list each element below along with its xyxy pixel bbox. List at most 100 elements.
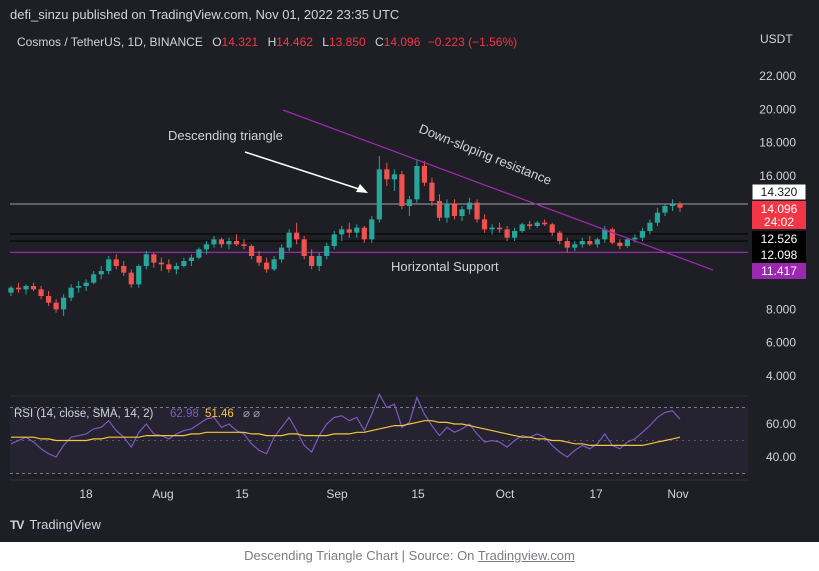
tradingview-logo[interactable]: TV TradingView: [10, 517, 101, 532]
rsi-legend-label: RSI (14, close, SMA, 14, 2): [14, 408, 154, 420]
time-tick-label: 15: [411, 487, 425, 501]
candle-body: [61, 297, 67, 310]
candle-body: [496, 227, 503, 230]
candle-body: [557, 232, 563, 241]
candle-body: [421, 166, 428, 183]
candle-body: [354, 227, 360, 233]
down-sloping-resistance-line: [282, 109, 714, 271]
time-tick-label: Aug: [152, 487, 173, 501]
candle-body: [151, 254, 157, 263]
candle-body: [196, 249, 202, 258]
candle-body: [248, 246, 255, 256]
time-tick-label: 18: [79, 487, 93, 501]
candle-body: [173, 266, 179, 270]
low-label: L: [322, 35, 329, 49]
candle-body: [527, 224, 533, 226]
candle-body: [316, 256, 322, 266]
candle-body: [188, 257, 195, 261]
rsi-na-icons: ⌀ ⌀: [243, 408, 260, 420]
candle-body: [384, 169, 390, 180]
rsi-tick-label: 60.00: [766, 417, 796, 431]
candle-body: [399, 174, 405, 206]
candle-body: [481, 219, 488, 230]
time-tick-label: Sep: [326, 487, 348, 501]
price-tick-label: 4.000: [766, 369, 796, 383]
symbol-legend[interactable]: Cosmos / TetherUS, 1D, BINANCE O14.321 H…: [17, 35, 517, 49]
annotation-arrow-line: [244, 151, 363, 191]
candle-body: [181, 261, 187, 266]
candle-body: [263, 262, 270, 270]
candle-body: [572, 244, 578, 248]
candle-body: [324, 246, 330, 256]
candle-body: [406, 199, 412, 206]
candle-body: [38, 289, 44, 296]
price-tick-label: 6.000: [766, 336, 796, 350]
candle-body: [414, 166, 420, 200]
price-badge-12526: [752, 231, 806, 247]
candle-body: [444, 204, 450, 218]
candle-body: [301, 239, 307, 256]
candle-body: [579, 241, 585, 245]
candle-body: [45, 296, 52, 303]
close-label: C: [375, 35, 384, 49]
rsi-line: [10, 392, 681, 458]
candle-body: [8, 287, 14, 293]
currency-label: USDT: [760, 32, 793, 46]
resistance-label: Down-sloping resistance: [417, 121, 554, 188]
candle-body: [617, 242, 623, 246]
time-tick-label: Nov: [667, 487, 688, 501]
candle-body: [519, 224, 525, 231]
candle-body: [166, 264, 172, 270]
candle-body: [15, 287, 22, 290]
candle-body: [466, 202, 473, 210]
tradingview-logo-icon: TV: [10, 517, 24, 532]
candle-body: [376, 169, 382, 220]
candle-body: [128, 272, 134, 285]
candle-body: [30, 286, 37, 290]
candle-body: [331, 234, 337, 246]
price-badge-14320-text: 14.320: [761, 185, 798, 199]
candle-body: [211, 239, 217, 245]
price-badge-support: [752, 263, 806, 279]
candle-body: [512, 231, 518, 238]
price-tick-label: 22.000: [759, 69, 796, 83]
candle-body: [106, 259, 112, 271]
candle-body: [53, 302, 59, 310]
candle-body: [436, 201, 443, 218]
price-chart[interactable]: 4.000 6.000 8.000 16.000 18.000 20.000 22.000 1…: [0, 0, 819, 542]
candle-body: [602, 229, 608, 240]
candle-body: [339, 229, 345, 235]
candle-body: [609, 229, 615, 243]
candle-body: [369, 219, 375, 240]
open-value: 14.321: [221, 35, 259, 49]
publisher-line: defi_sinzu published on TradingView.com,…: [10, 7, 400, 22]
caption-link[interactable]: Tradingview.com: [477, 548, 575, 563]
rsi-value: 62.98: [170, 408, 199, 420]
candle-body: [113, 259, 119, 266]
time-tick-label: 15: [235, 487, 249, 501]
rsi-band-fill: [10, 407, 748, 474]
price-badge-current-text: 24:02: [764, 215, 794, 229]
candle-body: [504, 229, 510, 238]
candle-body: [158, 262, 164, 265]
candle-body: [534, 222, 540, 226]
candle-body: [549, 224, 555, 233]
price-badge-current: [752, 201, 806, 229]
candle-body: [218, 239, 225, 245]
candle-body: [68, 287, 74, 298]
annotation-arrow-head: [356, 184, 368, 193]
candle-body: [677, 204, 683, 208]
candle-body: [564, 241, 570, 248]
candle-body: [489, 227, 495, 230]
candle-body: [647, 222, 653, 231]
candle-body: [136, 266, 142, 285]
symbol-name: Cosmos / TetherUS, 1D, BINANCE: [17, 35, 203, 49]
candle-body: [594, 239, 600, 245]
price-badge-12098-text: 12.098: [761, 248, 798, 262]
high-label: H: [267, 35, 277, 49]
candle-body: [639, 231, 646, 238]
candle-body: [98, 271, 104, 275]
candle-body: [143, 254, 149, 266]
rsi-sma-value: 51.46: [205, 408, 234, 420]
candle-body: [271, 259, 277, 270]
